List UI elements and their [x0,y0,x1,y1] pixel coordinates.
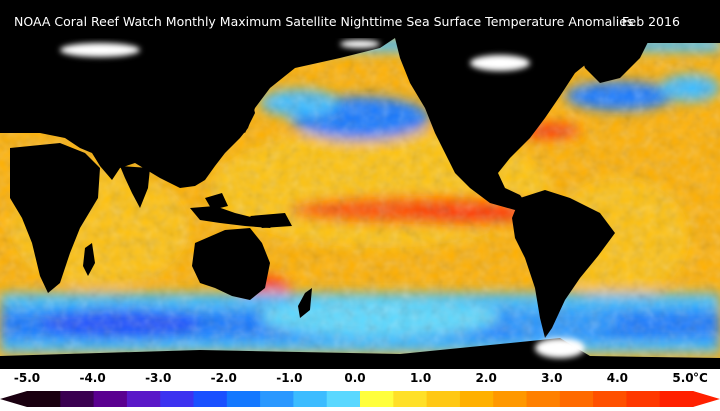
india [120,166,150,208]
borneo [205,193,228,210]
colorbar-segment [160,391,194,407]
legend-tick-label: -5.0 [13,371,41,385]
colorbar-segment [60,391,95,407]
sea-ice [60,40,585,358]
colorbar-segment [559,391,594,407]
madagascar [83,243,95,276]
colorbar-high-arrow [693,391,720,407]
legend-unit: °C [693,371,708,385]
land-masses [0,38,720,369]
new-zealand [298,288,312,318]
colorbar-segment [27,391,61,407]
legend-ticks: -5.0 -4.0 -3.0 -2.0 -1.0 0.0 1.0 2.0 3.0 4.0 5.0 [0,371,720,387]
australia [192,228,270,300]
africa [10,143,100,293]
colorbar-segment [593,391,627,407]
colorbar-segment [93,391,128,407]
colorbar-segment [193,391,228,407]
map-date: Feb 2016 [622,14,680,29]
north-america [395,38,720,210]
colorbar-segment [626,391,661,407]
colorbar-segment [393,391,428,407]
colorbar-segment [426,391,461,407]
colorbar-segment [126,391,161,407]
title-bar: NOAA Coral Reef Watch Monthly Maximum Sa… [0,0,720,38]
legend-tick-label: 1.0 [409,371,432,385]
colorbar-segment [493,391,527,407]
colorbar-segment [260,391,294,407]
colorbar-segment [526,391,561,407]
new-guinea [250,213,292,228]
legend-tick-label: 2.0 [475,371,497,385]
colorbar-segment [293,391,328,407]
legend-tick-label: 4.0 [606,371,629,385]
colorbar-segment [459,391,494,407]
color-legend: -5.0 -4.0 -3.0 -2.0 -1.0 0.0 1.0 2.0 3.0 4.0 5.0 °… [0,369,720,411]
map-title: NOAA Coral Reef Watch Monthly Maximum Sa… [14,14,634,29]
legend-tick-label: 0.0 [344,371,366,385]
greenland [575,38,650,83]
japan [238,93,255,133]
legend-tick-label: -3.0 [145,371,172,385]
legend-tick-label: -2.0 [210,371,237,385]
legend-tick-label: -4.0 [79,371,106,385]
south-america [512,190,615,338]
colorbar [0,391,720,407]
eurasia [0,38,395,188]
legend-tick-label: 3.0 [541,371,563,385]
colorbar-segment [226,391,261,407]
world-sst-anomaly-map [0,38,720,369]
colorbar-segment [659,391,694,407]
colorbar-segment [326,391,361,407]
colorbar-low-arrow [0,391,27,407]
legend-tick-label: -1.0 [276,371,303,385]
legend-tick-label: 5.0 [672,371,694,385]
colorbar-segment [360,391,394,407]
